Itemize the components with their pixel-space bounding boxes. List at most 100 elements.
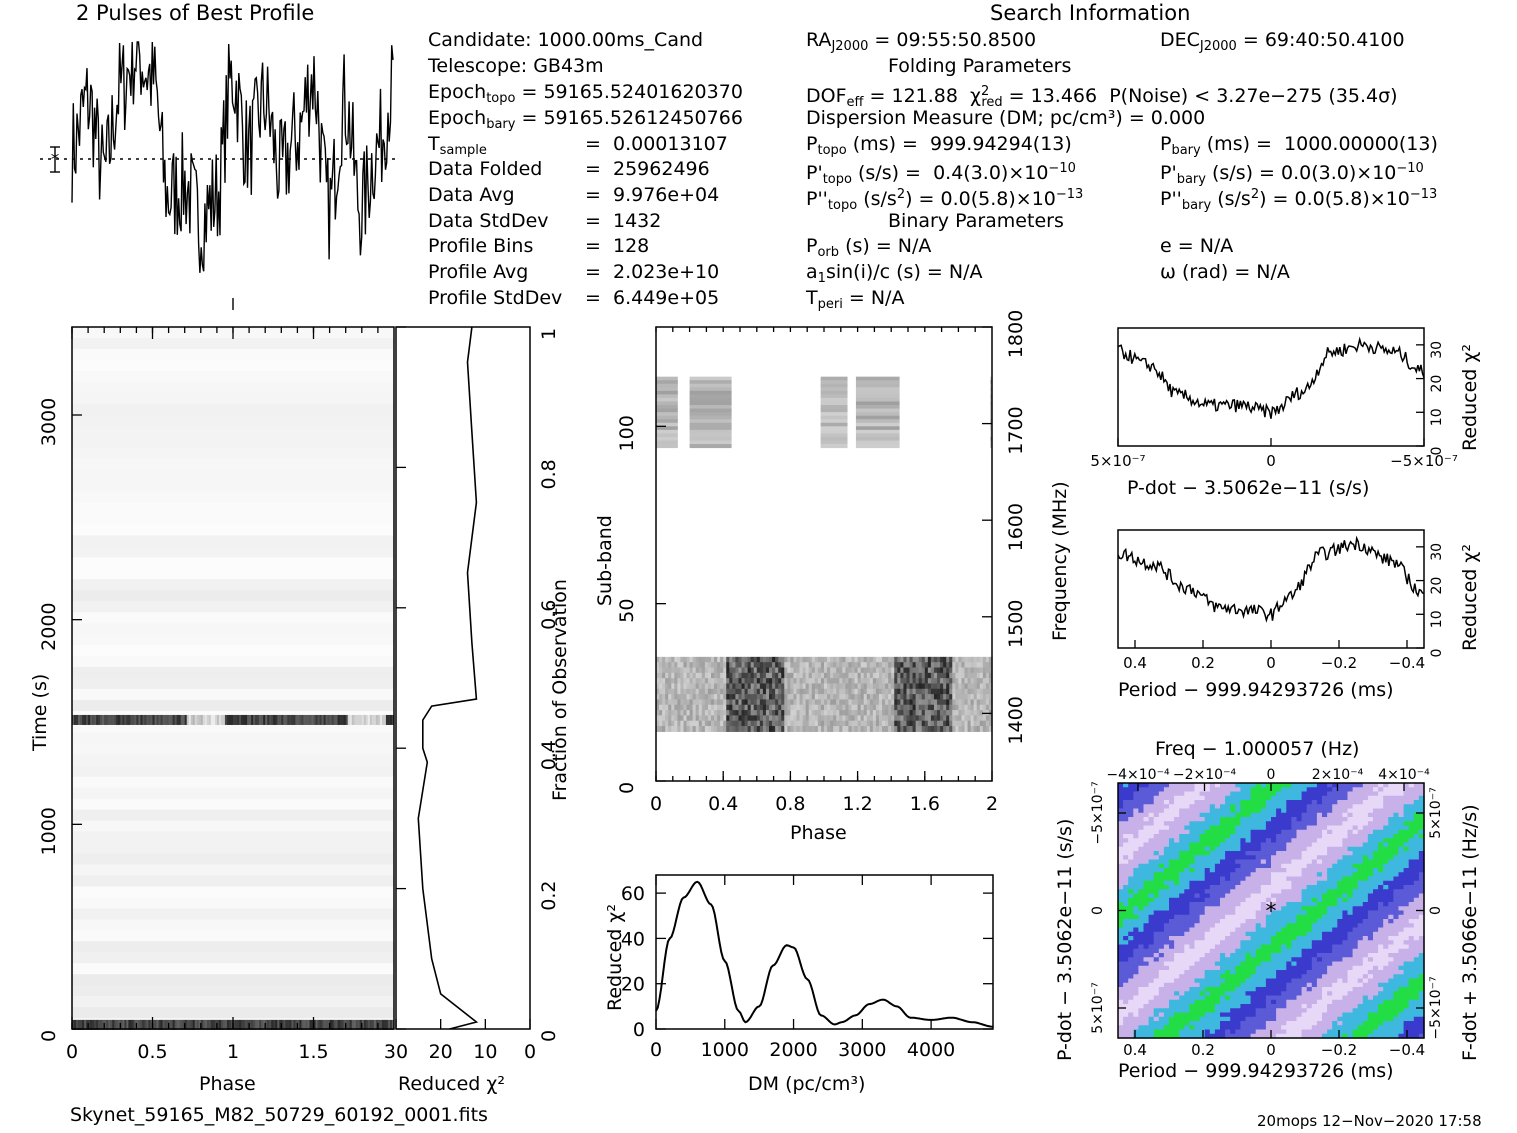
subband-cell [970,720,975,727]
pp-cell [1189,1012,1196,1018]
pp-cell [1316,948,1323,954]
pp-cell [1301,787,1308,793]
pp-cell [1148,906,1155,912]
pp-cell [1209,919,1216,924]
pp-cell [1153,795,1160,801]
subband-cell [820,704,825,711]
subband-cell [689,412,732,417]
subband-cell [940,683,944,690]
pp-cell [1271,863,1277,869]
pp-cell [1133,1012,1139,1018]
subband-cell [671,678,675,685]
pp-cell [1245,995,1252,1001]
pp-cell [1322,868,1328,873]
subband-cell [985,720,990,727]
subband-cell [732,656,737,663]
pp-cell [1265,948,1272,954]
subband-cell [820,440,848,445]
pp-cell [1260,791,1267,797]
subband-cell [869,715,874,722]
pp-cell [1322,957,1328,963]
pp-cell [1245,851,1252,856]
pp-cell [1342,851,1349,856]
pp-cell [1209,999,1216,1005]
pp-cell [1148,957,1155,963]
pp-cell [1265,897,1272,903]
pp-cell [1199,906,1206,912]
subband-cell [671,704,675,711]
pp-cell [1311,914,1318,920]
time-row [72,425,394,438]
pp-cell [1337,885,1343,890]
subband-cell [891,656,895,663]
pp-cell [1327,914,1333,920]
pp-cell [1158,846,1165,852]
subband-cell [744,683,749,690]
pp-cell [1265,931,1272,937]
bright-row-cell [200,1019,204,1030]
subband-cell [665,699,669,706]
pp-cell [1245,795,1252,801]
pp-cell [1148,787,1155,793]
pp-cell [1311,817,1318,822]
pp-cell [1296,936,1303,941]
pp-cell [1260,838,1267,844]
pp-cell [1306,914,1313,920]
pp-cell [1179,940,1185,946]
subband-cell [906,683,911,690]
pp-cell [1276,927,1282,933]
subband-cell [888,667,892,674]
subband-cell [753,656,758,663]
subband-cell [683,656,688,663]
pp-cell [1235,817,1241,822]
pp-cell [1138,834,1145,839]
subband-cell [817,726,822,732]
pp-cell [1301,999,1308,1005]
subband-cell [689,376,732,381]
subband-cell [710,726,715,732]
subband-cell [836,662,840,669]
subband-cell [689,408,732,413]
subband-cell [762,656,767,663]
subband-cell [872,683,877,690]
subband-cell [710,704,715,711]
pp-cell [1225,902,1231,907]
bright-row-cell [96,714,99,725]
subband-cell [949,715,953,722]
pp-cell [1260,906,1267,912]
pp-cell [1301,991,1308,997]
subband-cell [976,715,981,722]
pp-cell [1301,1029,1308,1035]
pp-cell [1245,855,1252,861]
pp-cell [1296,931,1303,937]
subband-cell [820,401,848,406]
subband-cell [817,710,822,716]
pp-cell [1194,991,1201,997]
subband-cell [915,704,920,711]
pp-cell [1138,876,1145,882]
bright-row-cell [257,1019,260,1030]
subband-cell [933,672,938,679]
pp-cell [1148,880,1155,886]
bright-row-cell [214,714,218,725]
pp-cell [1235,970,1241,975]
subband-cell [723,694,727,701]
subband-cell [668,720,672,727]
subband-cell [827,672,831,679]
subband-cell [692,720,697,727]
bright-row-cell [180,1019,184,1030]
pp-cell [1158,1008,1165,1014]
subband-cell [933,683,938,690]
pp-cell [1260,1021,1267,1026]
subband-cell [839,688,843,695]
subband-cell [915,715,920,722]
subband-cell [857,704,862,711]
pp-cell [1311,795,1318,801]
pp-cell [1123,974,1129,980]
pp-cell [1311,880,1318,886]
pp-cell [1276,885,1282,890]
pp-cell [1199,868,1206,873]
pp-cell [1316,974,1323,980]
pp-cell [1225,1012,1231,1018]
subband-cell [769,672,773,679]
